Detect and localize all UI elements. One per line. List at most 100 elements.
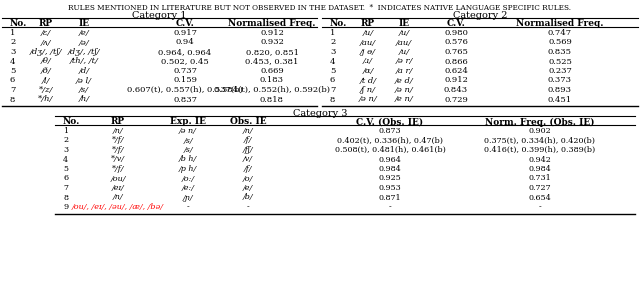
Text: 1: 1: [330, 29, 335, 37]
Text: /n/: /n/: [243, 127, 253, 135]
Text: /s/: /s/: [183, 137, 193, 145]
Text: 0.843: 0.843: [444, 86, 468, 94]
Text: /f/: /f/: [244, 165, 252, 173]
Text: 0.818: 0.818: [260, 95, 284, 103]
Text: IE: IE: [399, 20, 410, 29]
Text: /d/: /d/: [79, 67, 90, 75]
Text: 0.980: 0.980: [444, 29, 468, 37]
Text: C.V. (Obs. IE): C.V. (Obs. IE): [356, 118, 424, 126]
Text: /j ɵ/: /j ɵ/: [360, 48, 376, 56]
Text: /ʃ n/: /ʃ n/: [360, 86, 376, 94]
Text: /f/: /f/: [244, 137, 252, 145]
Text: 5: 5: [10, 67, 15, 75]
Text: Category 1: Category 1: [132, 11, 187, 20]
Text: 8: 8: [330, 95, 335, 103]
Text: -: -: [246, 203, 250, 211]
Text: 4: 4: [10, 57, 15, 65]
Text: 0.837: 0.837: [173, 95, 197, 103]
Text: /e/: /e/: [243, 184, 253, 192]
Text: 6: 6: [63, 174, 68, 182]
Text: /ɲ/: /ɲ/: [182, 193, 193, 201]
Text: C.V.: C.V.: [175, 20, 195, 29]
Text: 0.183: 0.183: [260, 76, 284, 84]
Text: 6: 6: [330, 76, 335, 84]
Text: 0.373: 0.373: [548, 76, 572, 84]
Text: 0.94: 0.94: [175, 38, 195, 46]
Text: 0.654: 0.654: [529, 193, 552, 201]
Text: 0.835: 0.835: [548, 48, 572, 56]
Text: 4: 4: [330, 57, 335, 65]
Text: /n/: /n/: [113, 127, 124, 135]
Text: RP: RP: [39, 20, 53, 29]
Text: 0.508(t), 0.481(h), 0.461(b): 0.508(t), 0.481(h), 0.461(b): [335, 146, 445, 154]
Text: /dʒ/, /tʃ/: /dʒ/, /tʃ/: [29, 48, 62, 56]
Text: 0.502, 0.45: 0.502, 0.45: [161, 57, 209, 65]
Text: RULES MENTIONED IN LITERATURE BUT NOT OBSERVED IN THE DATASET.  *  INDICATES NAT: RULES MENTIONED IN LITERATURE BUT NOT OB…: [68, 4, 572, 12]
Text: 0.917: 0.917: [173, 29, 197, 37]
Text: 1: 1: [10, 29, 15, 37]
Text: -: -: [388, 203, 392, 211]
Text: */f/: */f/: [112, 165, 124, 173]
Text: 0.925: 0.925: [379, 174, 401, 182]
Text: 8: 8: [63, 193, 68, 201]
Text: 0.932: 0.932: [260, 38, 284, 46]
Text: /ɹ/: /ɹ/: [363, 57, 373, 65]
Text: Normalised Freq.: Normalised Freq.: [228, 20, 316, 29]
Text: 9: 9: [63, 203, 68, 211]
Text: /s/: /s/: [79, 86, 89, 94]
Text: -: -: [187, 203, 189, 211]
Text: 0.912: 0.912: [444, 76, 468, 84]
Text: Norm. Freq. (Obs. IE): Norm. Freq. (Obs. IE): [485, 118, 595, 126]
Text: 5: 5: [330, 67, 335, 75]
Text: 0.416(t), 0.399(h), 0.389(b): 0.416(t), 0.399(h), 0.389(b): [484, 146, 596, 154]
Text: Obs. IE: Obs. IE: [230, 118, 266, 126]
Text: 0.964, 0.964: 0.964, 0.964: [158, 48, 212, 56]
Text: /ə n/: /ə n/: [179, 127, 197, 135]
Text: RP: RP: [361, 20, 375, 29]
Text: */f/: */f/: [112, 137, 124, 145]
Text: /u/: /u/: [362, 29, 374, 37]
Text: 3: 3: [63, 146, 68, 154]
Text: 0.607(t), 0.557(h), 0.537(b): 0.607(t), 0.557(h), 0.537(b): [127, 86, 243, 94]
Text: /oː/: /oː/: [181, 174, 195, 182]
Text: /o/: /o/: [243, 174, 253, 182]
Text: 0.893: 0.893: [548, 86, 572, 94]
Text: 0.765: 0.765: [444, 48, 468, 56]
Text: 0.942: 0.942: [529, 156, 552, 164]
Text: -: -: [539, 203, 541, 211]
Text: /s/: /s/: [183, 146, 193, 154]
Text: */z/: */z/: [39, 86, 53, 94]
Text: 0.731: 0.731: [529, 174, 552, 182]
Text: */h/: */h/: [38, 95, 54, 103]
Text: 4: 4: [63, 156, 68, 164]
Text: 0.402(t), 0.336(h), 0.47(b): 0.402(t), 0.336(h), 0.47(b): [337, 137, 443, 145]
Text: */v/: */v/: [111, 156, 125, 164]
Text: No.: No.: [330, 20, 348, 29]
Text: /u/: /u/: [399, 29, 410, 37]
Text: /ou/: /ou/: [110, 174, 125, 182]
Text: C.V.: C.V.: [447, 20, 465, 29]
Text: 0.453, 0.381: 0.453, 0.381: [245, 57, 299, 65]
Text: /θ/: /θ/: [40, 57, 51, 65]
Text: /fʃ/: /fʃ/: [243, 146, 253, 154]
Text: /au/: /au/: [360, 38, 376, 46]
Text: 8: 8: [10, 95, 15, 103]
Text: 2: 2: [10, 38, 15, 46]
Text: Exp. IE: Exp. IE: [170, 118, 206, 126]
Text: /ɛ/: /ɛ/: [41, 29, 51, 37]
Text: Normalised Freq.: Normalised Freq.: [516, 20, 604, 29]
Text: 0.375(t), 0.334(h), 0.420(b): 0.375(t), 0.334(h), 0.420(b): [484, 137, 595, 145]
Text: /ə l/: /ə l/: [76, 76, 92, 84]
Text: /ou/, /eɪ/, /əu/, /æ/, /bə/: /ou/, /eɪ/, /əu/, /æ/, /bə/: [72, 203, 164, 211]
Text: /ʌ/: /ʌ/: [41, 38, 51, 46]
Text: 3: 3: [10, 48, 15, 56]
Text: Category 3: Category 3: [292, 109, 348, 118]
Text: /p h/: /p h/: [179, 165, 197, 173]
Text: /a r/: /a r/: [396, 67, 413, 75]
Text: /e n/: /e n/: [395, 95, 413, 103]
Text: /e d/: /e d/: [395, 76, 413, 84]
Text: 0.984: 0.984: [379, 165, 401, 173]
Text: 0.902: 0.902: [529, 127, 552, 135]
Text: 1: 1: [63, 127, 68, 135]
Text: 0.576: 0.576: [444, 38, 468, 46]
